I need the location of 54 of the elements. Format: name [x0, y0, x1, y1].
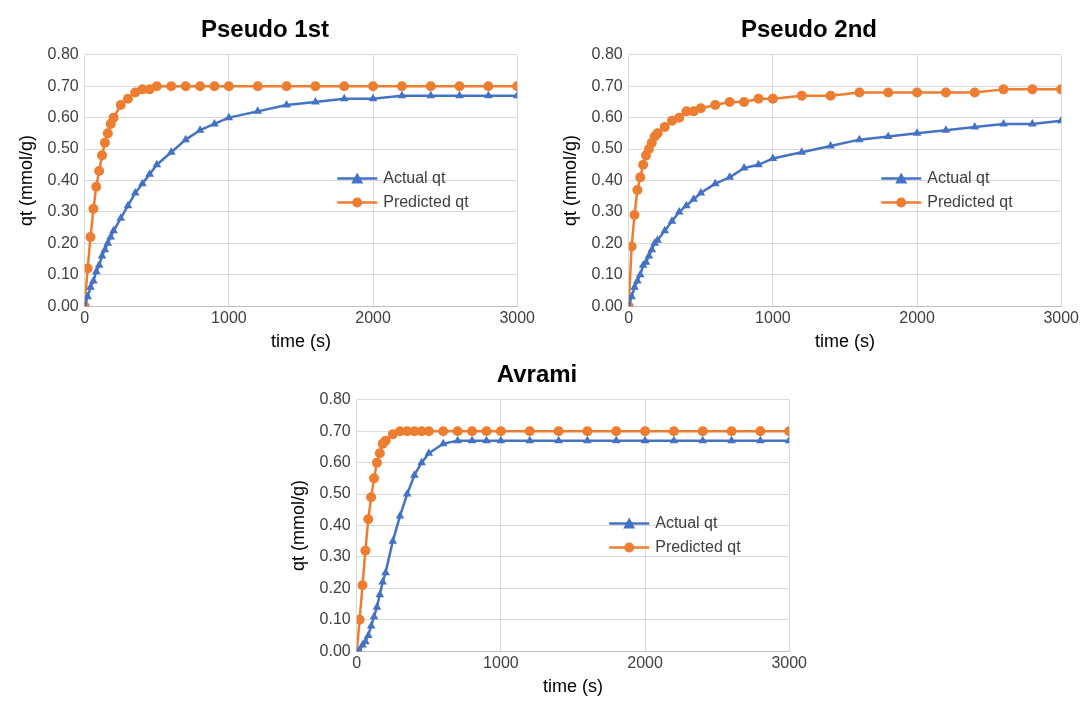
y-axis-title: qt (mmol/g) — [287, 479, 308, 572]
y-tick-label: 0.50 — [319, 484, 351, 502]
x-tick-label: 3000 — [771, 654, 808, 672]
y-tick-label: 0.40 — [319, 515, 351, 533]
chart-title: Pseudo 2nd — [740, 15, 878, 43]
y-tick-label: 0.10 — [319, 610, 351, 628]
y-tick-label: 0.80 — [47, 45, 79, 63]
y-tick-label: 0.00 — [319, 641, 351, 659]
y-tick-label: 0.60 — [47, 108, 79, 126]
legend-label: Actual qt — [383, 168, 447, 186]
legend-label: Predicted qt — [927, 192, 1014, 210]
y-tick-label: 0.40 — [591, 170, 623, 188]
y-axis-title: qt (mmol/g) — [559, 134, 580, 227]
x-axis-title: time (s) — [270, 331, 331, 352]
y-tick-label: 0.70 — [591, 76, 623, 94]
y-tick-label: 0.80 — [591, 45, 623, 63]
x-axis-title: time (s) — [542, 676, 603, 697]
y-tick-label: 0.00 — [47, 296, 79, 314]
legend-label: Predicted qt — [383, 192, 470, 210]
y-tick-label: 0.10 — [47, 265, 79, 283]
x-axis-title: time (s) — [814, 331, 875, 352]
y-tick-label: 0.80 — [319, 390, 351, 408]
x-tick-label: 3000 — [499, 309, 536, 327]
y-tick-label: 0.00 — [591, 296, 623, 314]
y-tick-label: 0.20 — [319, 578, 351, 596]
x-tick-label: 2000 — [899, 309, 935, 327]
x-tick-label: 2000 — [627, 654, 663, 672]
y-tick-label: 0.70 — [319, 421, 351, 439]
y-tick-label: 0.30 — [47, 202, 79, 220]
x-tick-label: 0 — [352, 654, 362, 672]
y-tick-label: 0.50 — [47, 139, 79, 157]
y-tick-label: 0.50 — [591, 139, 623, 157]
x-tick-label: 0 — [80, 309, 90, 327]
y-tick-label: 0.10 — [591, 265, 623, 283]
chart-title: Avrami — [496, 360, 578, 388]
y-axis-title: qt (mmol/g) — [15, 134, 36, 227]
y-tick-label: 0.20 — [591, 233, 623, 251]
legend-label: Actual qt — [655, 513, 719, 531]
y-tick-label: 0.20 — [47, 233, 79, 251]
x-tick-label: 2000 — [355, 309, 391, 327]
y-tick-label: 0.40 — [47, 170, 79, 188]
y-tick-label: 0.70 — [47, 76, 79, 94]
x-tick-label: 0 — [624, 309, 634, 327]
x-tick-label: 1000 — [483, 654, 519, 672]
x-tick-label: 1000 — [755, 309, 791, 327]
x-tick-label: 1000 — [211, 309, 247, 327]
x-tick-label: 3000 — [1043, 309, 1080, 327]
legend-label: Actual qt — [927, 168, 991, 186]
y-tick-label: 0.30 — [319, 547, 351, 565]
chart-title: Pseudo 1st — [200, 15, 330, 43]
y-tick-label: 0.60 — [319, 453, 351, 471]
y-tick-label: 0.60 — [591, 108, 623, 126]
y-tick-label: 0.30 — [591, 202, 623, 220]
legend-label: Predicted qt — [655, 537, 742, 555]
